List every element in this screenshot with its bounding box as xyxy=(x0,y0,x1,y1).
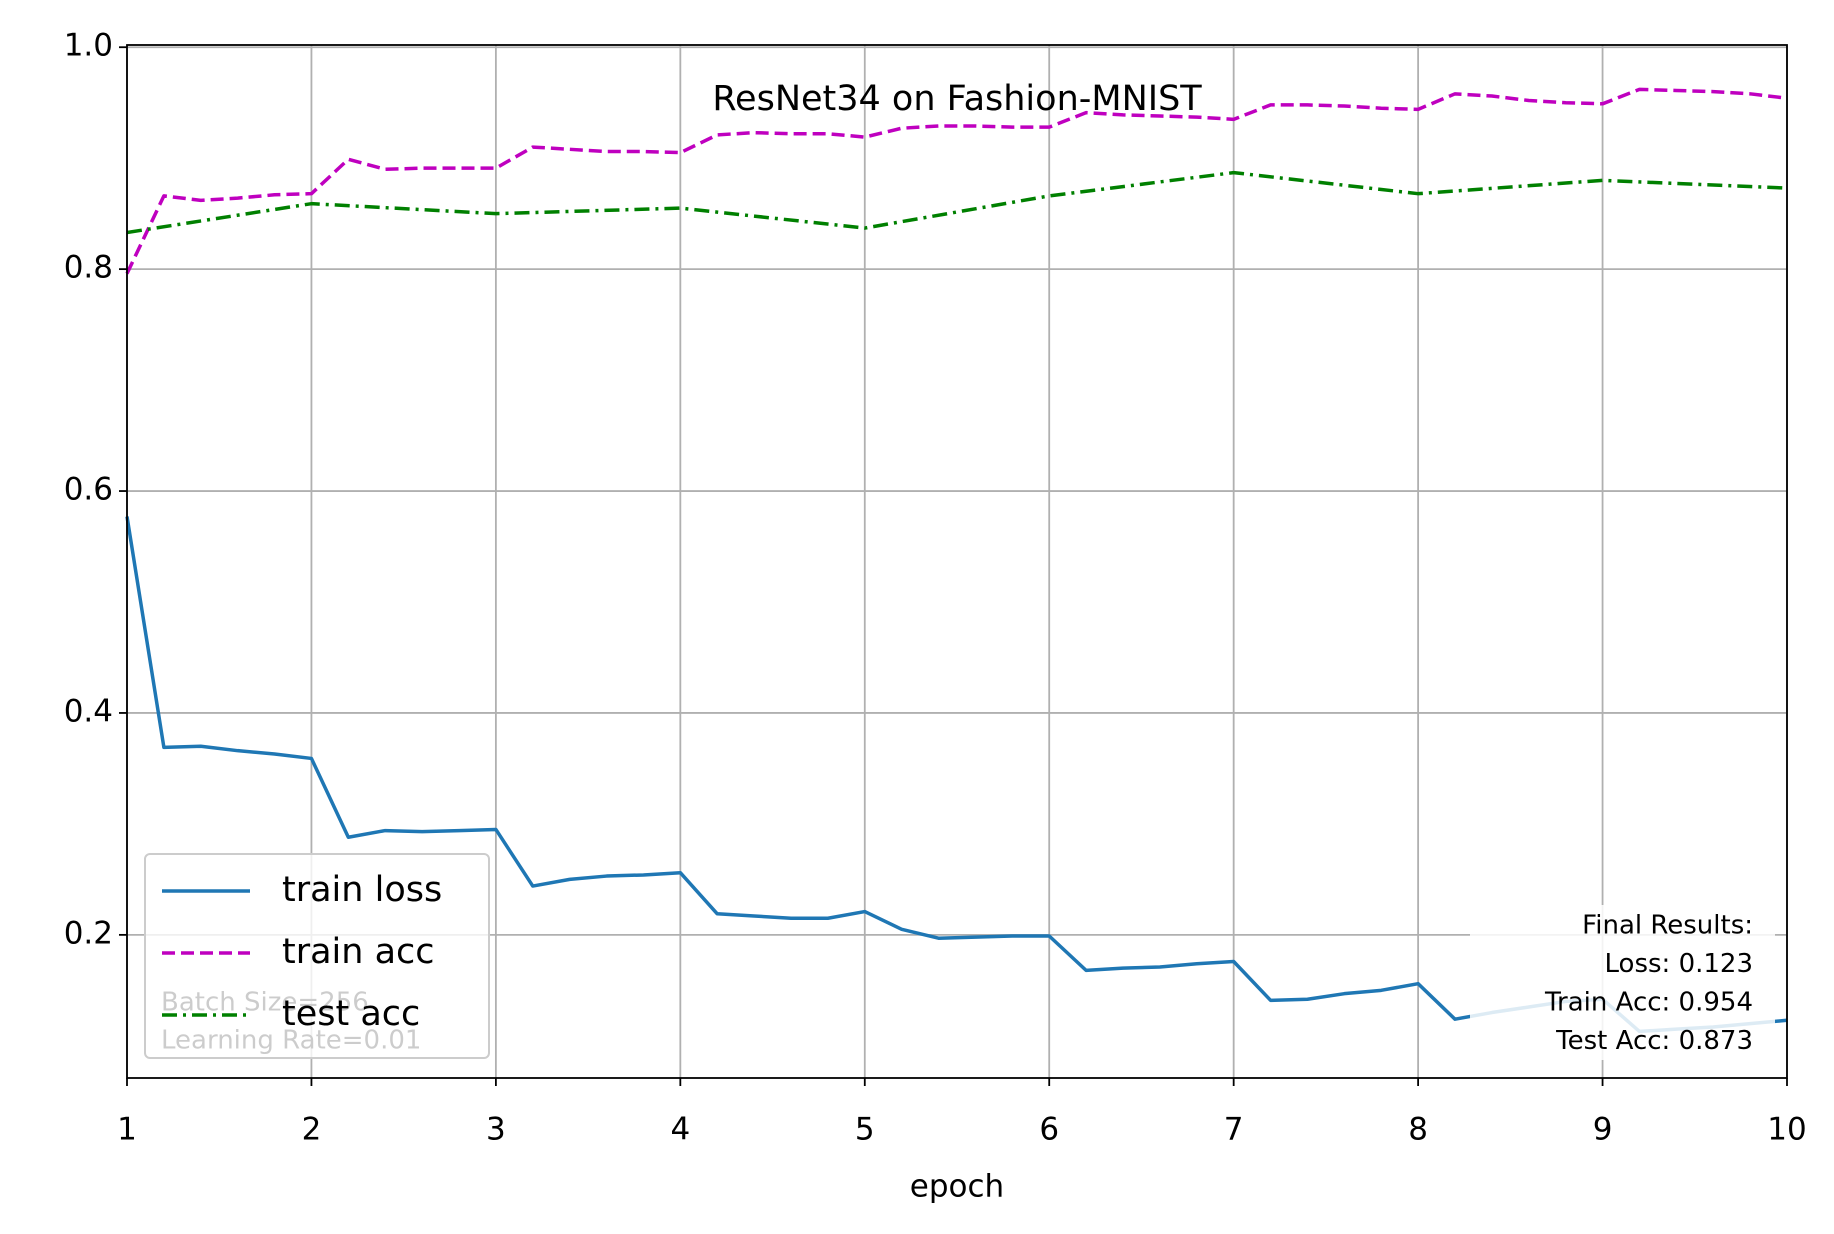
series-line xyxy=(126,170,1788,235)
x-tick-label: 5 xyxy=(855,1112,875,1148)
x-tick-label: 8 xyxy=(1408,1112,1428,1148)
y-tick-label: 1.0 xyxy=(64,28,113,64)
plot-frame xyxy=(126,44,1788,1079)
x-tick-label: 1 xyxy=(117,1112,137,1148)
x-tick-label: 7 xyxy=(1224,1112,1244,1148)
legend-label: train acc xyxy=(282,932,435,972)
final-results: Final Results: xyxy=(1582,911,1753,941)
x-tick-label: 2 xyxy=(302,1112,322,1148)
y-tick-label: 0.4 xyxy=(64,693,113,729)
x-tick-label: 6 xyxy=(1039,1112,1059,1148)
legend-box xyxy=(144,853,490,1059)
x-tick-label: 4 xyxy=(670,1112,690,1148)
results-box xyxy=(1470,905,1775,1060)
x-axis-label: epoch xyxy=(910,1169,1004,1205)
final-results: Loss: 0.123 xyxy=(1605,949,1753,979)
legend-label: test acc xyxy=(282,994,420,1034)
chart-title: ResNet34 on Fashion-MNIST xyxy=(712,79,1202,119)
final-results: Train Acc: 0.954 xyxy=(1544,988,1753,1018)
x-tick-label: 9 xyxy=(1593,1112,1613,1148)
y-tick-label: 0.6 xyxy=(64,472,113,508)
series-line xyxy=(125,87,1788,275)
final-results: Test Acc: 0.873 xyxy=(1555,1026,1753,1056)
x-tick-label: 3 xyxy=(486,1112,506,1148)
legend-label: train loss xyxy=(282,870,442,910)
y-tick-label: 0.2 xyxy=(64,915,113,951)
y-tick-label: 0.8 xyxy=(64,250,113,286)
x-tick-label: 10 xyxy=(1767,1112,1806,1148)
